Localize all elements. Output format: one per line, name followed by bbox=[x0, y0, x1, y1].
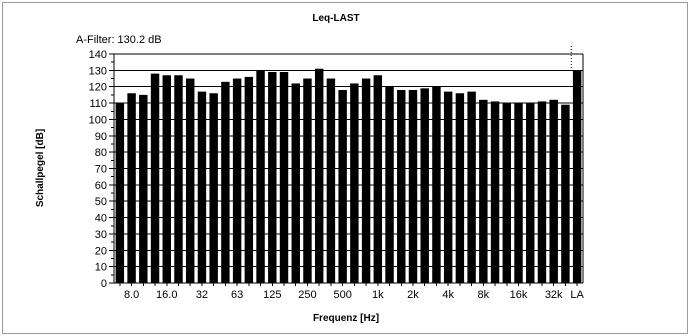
bar-1.6k bbox=[397, 89, 406, 284]
bar-12.5 bbox=[150, 73, 160, 283]
x-tick-label: LA bbox=[570, 289, 584, 301]
bar-20 bbox=[174, 75, 183, 283]
bar-8.0 bbox=[127, 93, 136, 283]
bar-25 bbox=[185, 78, 195, 283]
x-axis-label: Frequenz [Hz] bbox=[313, 313, 379, 324]
bar-8k bbox=[479, 99, 488, 283]
x-tick-label: 32k bbox=[545, 289, 563, 301]
x-tick-label: 2k bbox=[407, 289, 419, 301]
bar-315 bbox=[314, 68, 324, 283]
bar-1k bbox=[373, 75, 383, 283]
y-axis-label: Schallpegel [dB] bbox=[35, 129, 46, 207]
bar-16k bbox=[514, 103, 523, 283]
bar-100 bbox=[256, 70, 265, 283]
y-tick-label: 20 bbox=[95, 245, 107, 257]
x-tick-labels: 8.0 16.0 32 63 125 250 500 1k 2k 4k 8k 16k 32k LA bbox=[124, 289, 585, 301]
y-tick-label: 10 bbox=[95, 262, 107, 274]
y-tick-label: 80 bbox=[95, 147, 107, 159]
bar-6.3 bbox=[115, 103, 125, 283]
bar-20k bbox=[526, 103, 535, 283]
x-tick-label: 8.0 bbox=[124, 289, 139, 301]
y-tick-label: 0 bbox=[101, 278, 107, 290]
bar-2k bbox=[408, 89, 418, 284]
axes bbox=[109, 46, 584, 286]
y-tick-label: 140 bbox=[89, 49, 107, 61]
y-tick-label: 50 bbox=[95, 196, 107, 208]
bar-16.0 bbox=[162, 75, 171, 283]
x-tick-label: 16k bbox=[510, 289, 528, 301]
x-tick-label: 16.0 bbox=[156, 289, 177, 301]
bar-4k bbox=[443, 91, 453, 284]
x-tick-label: 250 bbox=[298, 289, 316, 301]
gridlines bbox=[114, 53, 583, 268]
bar-80 bbox=[244, 76, 254, 284]
bar-5k bbox=[455, 93, 465, 283]
y-tick-label: 110 bbox=[89, 98, 107, 110]
y-tick-label: 100 bbox=[89, 114, 107, 126]
y-tick-label: 120 bbox=[89, 82, 107, 94]
bar-2.5k bbox=[420, 88, 429, 283]
x-tick-label: 500 bbox=[333, 289, 351, 301]
y-tick-label: 130 bbox=[89, 65, 107, 77]
bar-32 bbox=[197, 91, 207, 284]
bar-25k bbox=[537, 101, 547, 283]
chart-title: Leq-LAST bbox=[312, 13, 359, 24]
bar-LA bbox=[572, 70, 582, 283]
bar-200 bbox=[291, 83, 300, 283]
y-tick-label: 70 bbox=[95, 164, 107, 176]
y-tick-label: 30 bbox=[95, 229, 107, 241]
bar-12.5k bbox=[502, 103, 512, 283]
bar-800 bbox=[361, 78, 371, 283]
x-tick-label: 63 bbox=[231, 289, 243, 301]
bar-630 bbox=[350, 83, 359, 283]
y-tick-label: 40 bbox=[95, 213, 107, 225]
bar-63 bbox=[232, 78, 242, 283]
bars bbox=[115, 68, 582, 284]
x-tick-label: 8k bbox=[478, 289, 490, 301]
y-tick-labels: 0 10 20 30 40 50 60 70 80 90 100 110 120 130 140 bbox=[89, 49, 107, 290]
bar-40 bbox=[209, 93, 218, 283]
bar-500 bbox=[338, 89, 347, 284]
bar-10k bbox=[490, 101, 500, 283]
bar-160 bbox=[279, 71, 289, 284]
bar-10 bbox=[139, 94, 148, 283]
bar-400 bbox=[326, 78, 336, 283]
x-tick-label: 125 bbox=[263, 289, 281, 301]
bar-32k bbox=[549, 99, 558, 283]
bar-125 bbox=[268, 71, 277, 284]
bar-3.15k bbox=[432, 86, 441, 284]
bar-50 bbox=[221, 81, 230, 283]
bar-1.25k bbox=[385, 86, 394, 284]
y-tick-label: 90 bbox=[95, 131, 107, 143]
x-tick-label: 32 bbox=[196, 289, 208, 301]
bar-250 bbox=[303, 78, 312, 283]
x-tick-label: 1k bbox=[372, 289, 384, 301]
y-tick-label: 60 bbox=[95, 180, 107, 192]
bar-chart: Leq-LAST A-Filter: 130.2 dB 0 10 20 30 40 50 6… bbox=[35, 13, 585, 324]
bar-6.3k bbox=[467, 91, 476, 284]
chart-subtitle: A-Filter: 130.2 dB bbox=[76, 34, 162, 46]
x-tick-label: 4k bbox=[442, 289, 454, 301]
bar-40k bbox=[561, 104, 570, 284]
